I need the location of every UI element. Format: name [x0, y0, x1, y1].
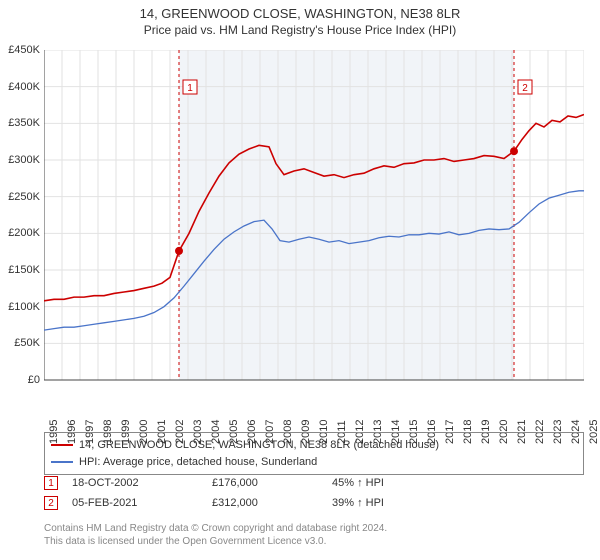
y-tick-label: £200K — [0, 227, 40, 239]
marker-date: 18-OCT-2002 — [72, 477, 212, 489]
legend-item: HPI: Average price, detached house, Sund… — [51, 454, 577, 471]
y-tick-label: £300K — [0, 154, 40, 166]
legend-item: 14, GREENWOOD CLOSE, WASHINGTON, NE38 8L… — [51, 437, 577, 454]
svg-text:2: 2 — [522, 83, 528, 94]
y-tick-label: £150K — [0, 264, 40, 276]
chart-svg: 12 — [44, 50, 584, 420]
legend-label: 14, GREENWOOD CLOSE, WASHINGTON, NE38 8L… — [79, 437, 439, 454]
y-tick-label: £50K — [0, 337, 40, 349]
y-tick-label: £100K — [0, 301, 40, 313]
footer: Contains HM Land Registry data © Crown c… — [44, 522, 584, 548]
x-tick-label: 2025 — [588, 420, 600, 444]
marker-delta: 45% ↑ HPI — [332, 477, 452, 489]
marker-price: £176,000 — [212, 477, 332, 489]
chart-subtitle: Price paid vs. HM Land Registry's House … — [0, 23, 600, 37]
svg-text:1: 1 — [187, 83, 193, 94]
y-tick-label: £350K — [0, 117, 40, 129]
marker-row: 2 05-FEB-2021 £312,000 39% ↑ HPI — [44, 496, 584, 510]
legend-swatch — [51, 461, 73, 463]
marker-badge: 2 — [44, 496, 58, 510]
marker-row: 1 18-OCT-2002 £176,000 45% ↑ HPI — [44, 476, 584, 490]
y-tick-label: £450K — [0, 44, 40, 56]
legend-swatch — [51, 444, 73, 446]
y-tick-label: £400K — [0, 81, 40, 93]
title-block: 14, GREENWOOD CLOSE, WASHINGTON, NE38 8L… — [0, 0, 600, 39]
legend-label: HPI: Average price, detached house, Sund… — [79, 454, 317, 471]
y-tick-label: £0 — [0, 374, 40, 386]
chart-title: 14, GREENWOOD CLOSE, WASHINGTON, NE38 8L… — [0, 6, 600, 21]
marker-date: 05-FEB-2021 — [72, 497, 212, 509]
marker-price: £312,000 — [212, 497, 332, 509]
chart-container: 14, GREENWOOD CLOSE, WASHINGTON, NE38 8L… — [0, 0, 600, 560]
legend: 14, GREENWOOD CLOSE, WASHINGTON, NE38 8L… — [44, 432, 584, 475]
chart-area: 12 £0£50K£100K£150K£200K£250K£300K£350K£… — [44, 50, 584, 420]
footer-line: This data is licensed under the Open Gov… — [44, 535, 584, 548]
footer-line: Contains HM Land Registry data © Crown c… — [44, 522, 584, 535]
marker-table: 1 18-OCT-2002 £176,000 45% ↑ HPI 2 05-FE… — [44, 474, 584, 516]
y-tick-label: £250K — [0, 191, 40, 203]
marker-delta: 39% ↑ HPI — [332, 497, 452, 509]
marker-badge: 1 — [44, 476, 58, 490]
